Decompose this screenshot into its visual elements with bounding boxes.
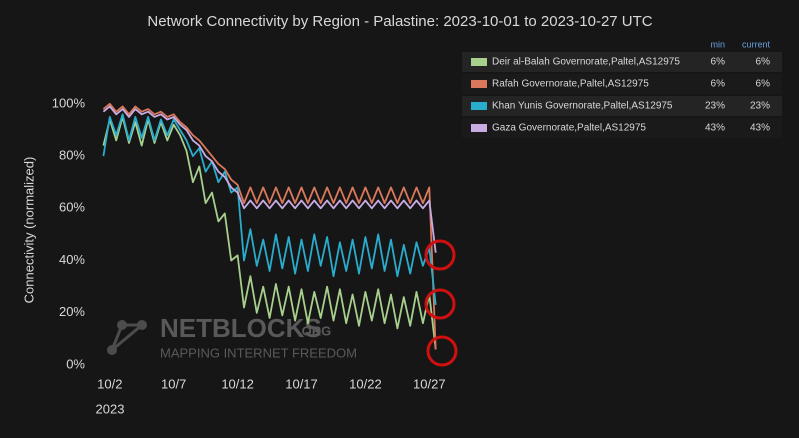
legend-swatch [471, 102, 487, 110]
y-tick-label: 100% [52, 95, 86, 110]
y-tick-label: 40% [59, 252, 85, 267]
legend-stat: 6% [711, 79, 726, 90]
legend-stat: 43% [705, 123, 725, 134]
y-tick-label: 60% [59, 200, 85, 215]
legend-stat: 6% [756, 57, 771, 68]
legend-column-header: current [742, 39, 771, 49]
y-tick-label: 80% [59, 148, 85, 163]
x-tick-label: 10/22 [349, 376, 382, 391]
annotation-circle [426, 335, 458, 367]
x-tick-label: 10/2 [97, 376, 122, 391]
legend-stat: 6% [756, 79, 771, 90]
legend-row [462, 52, 782, 72]
x-tick-label: 10/27 [413, 376, 446, 391]
watermark-suffix: .ORG [298, 323, 331, 338]
x-tick-label: 10/17 [285, 376, 318, 391]
chart-title: Network Connectivity by Region - Palasti… [147, 13, 652, 30]
annotation-circle [424, 239, 456, 271]
legend-stat: 6% [711, 57, 726, 68]
legend-row [462, 74, 782, 94]
y-tick-label: 20% [59, 304, 85, 319]
legend-row [462, 118, 782, 138]
legend-stat: 43% [750, 123, 770, 134]
watermark-tagline: MAPPING INTERNET FREEDOM [160, 345, 357, 360]
legend-row [462, 96, 782, 116]
x-tick-label: 10/12 [221, 376, 254, 391]
plot: 0% 20% 40% 60% 80% 100% 10/2 10/7 10/12 10/17 10/2… [52, 95, 446, 391]
x-year-label: 2023 [96, 401, 125, 416]
legend-stat: 23% [705, 101, 725, 112]
legend-label: Khan Yunis Governorate,Paltel,AS12975 [492, 101, 673, 112]
legend-stat: 23% [750, 101, 770, 112]
legend-swatch [471, 124, 487, 132]
series-line [102, 102, 437, 350]
watermark: NETBLOCKS .ORG MAPPING INTERNET FREEDOM [107, 313, 357, 360]
legend-swatch [471, 80, 487, 88]
legend-column-header: min [710, 39, 725, 49]
series-line [102, 105, 437, 253]
series-line [102, 113, 437, 305]
logo-lines [110, 323, 147, 352]
legend-label: Gaza Governorate,Paltel,AS12975 [492, 123, 646, 134]
x-tick-label: 10/7 [161, 376, 186, 391]
legend-label: Rafah Governorate,Paltel,AS12975 [492, 79, 649, 90]
legend-label: Deir al-Balah Governorate,Paltel,AS12975 [492, 57, 680, 68]
y-tick-label: 0% [66, 356, 85, 371]
series-line [102, 116, 437, 350]
legend-swatch [471, 58, 487, 66]
annotation-circles [424, 239, 458, 367]
y-axis-label: Connectivity (normalized) [21, 157, 36, 304]
annotation-circle [424, 288, 456, 320]
legend: min current Deir al-Balah Governorate,Palt… [462, 39, 782, 138]
